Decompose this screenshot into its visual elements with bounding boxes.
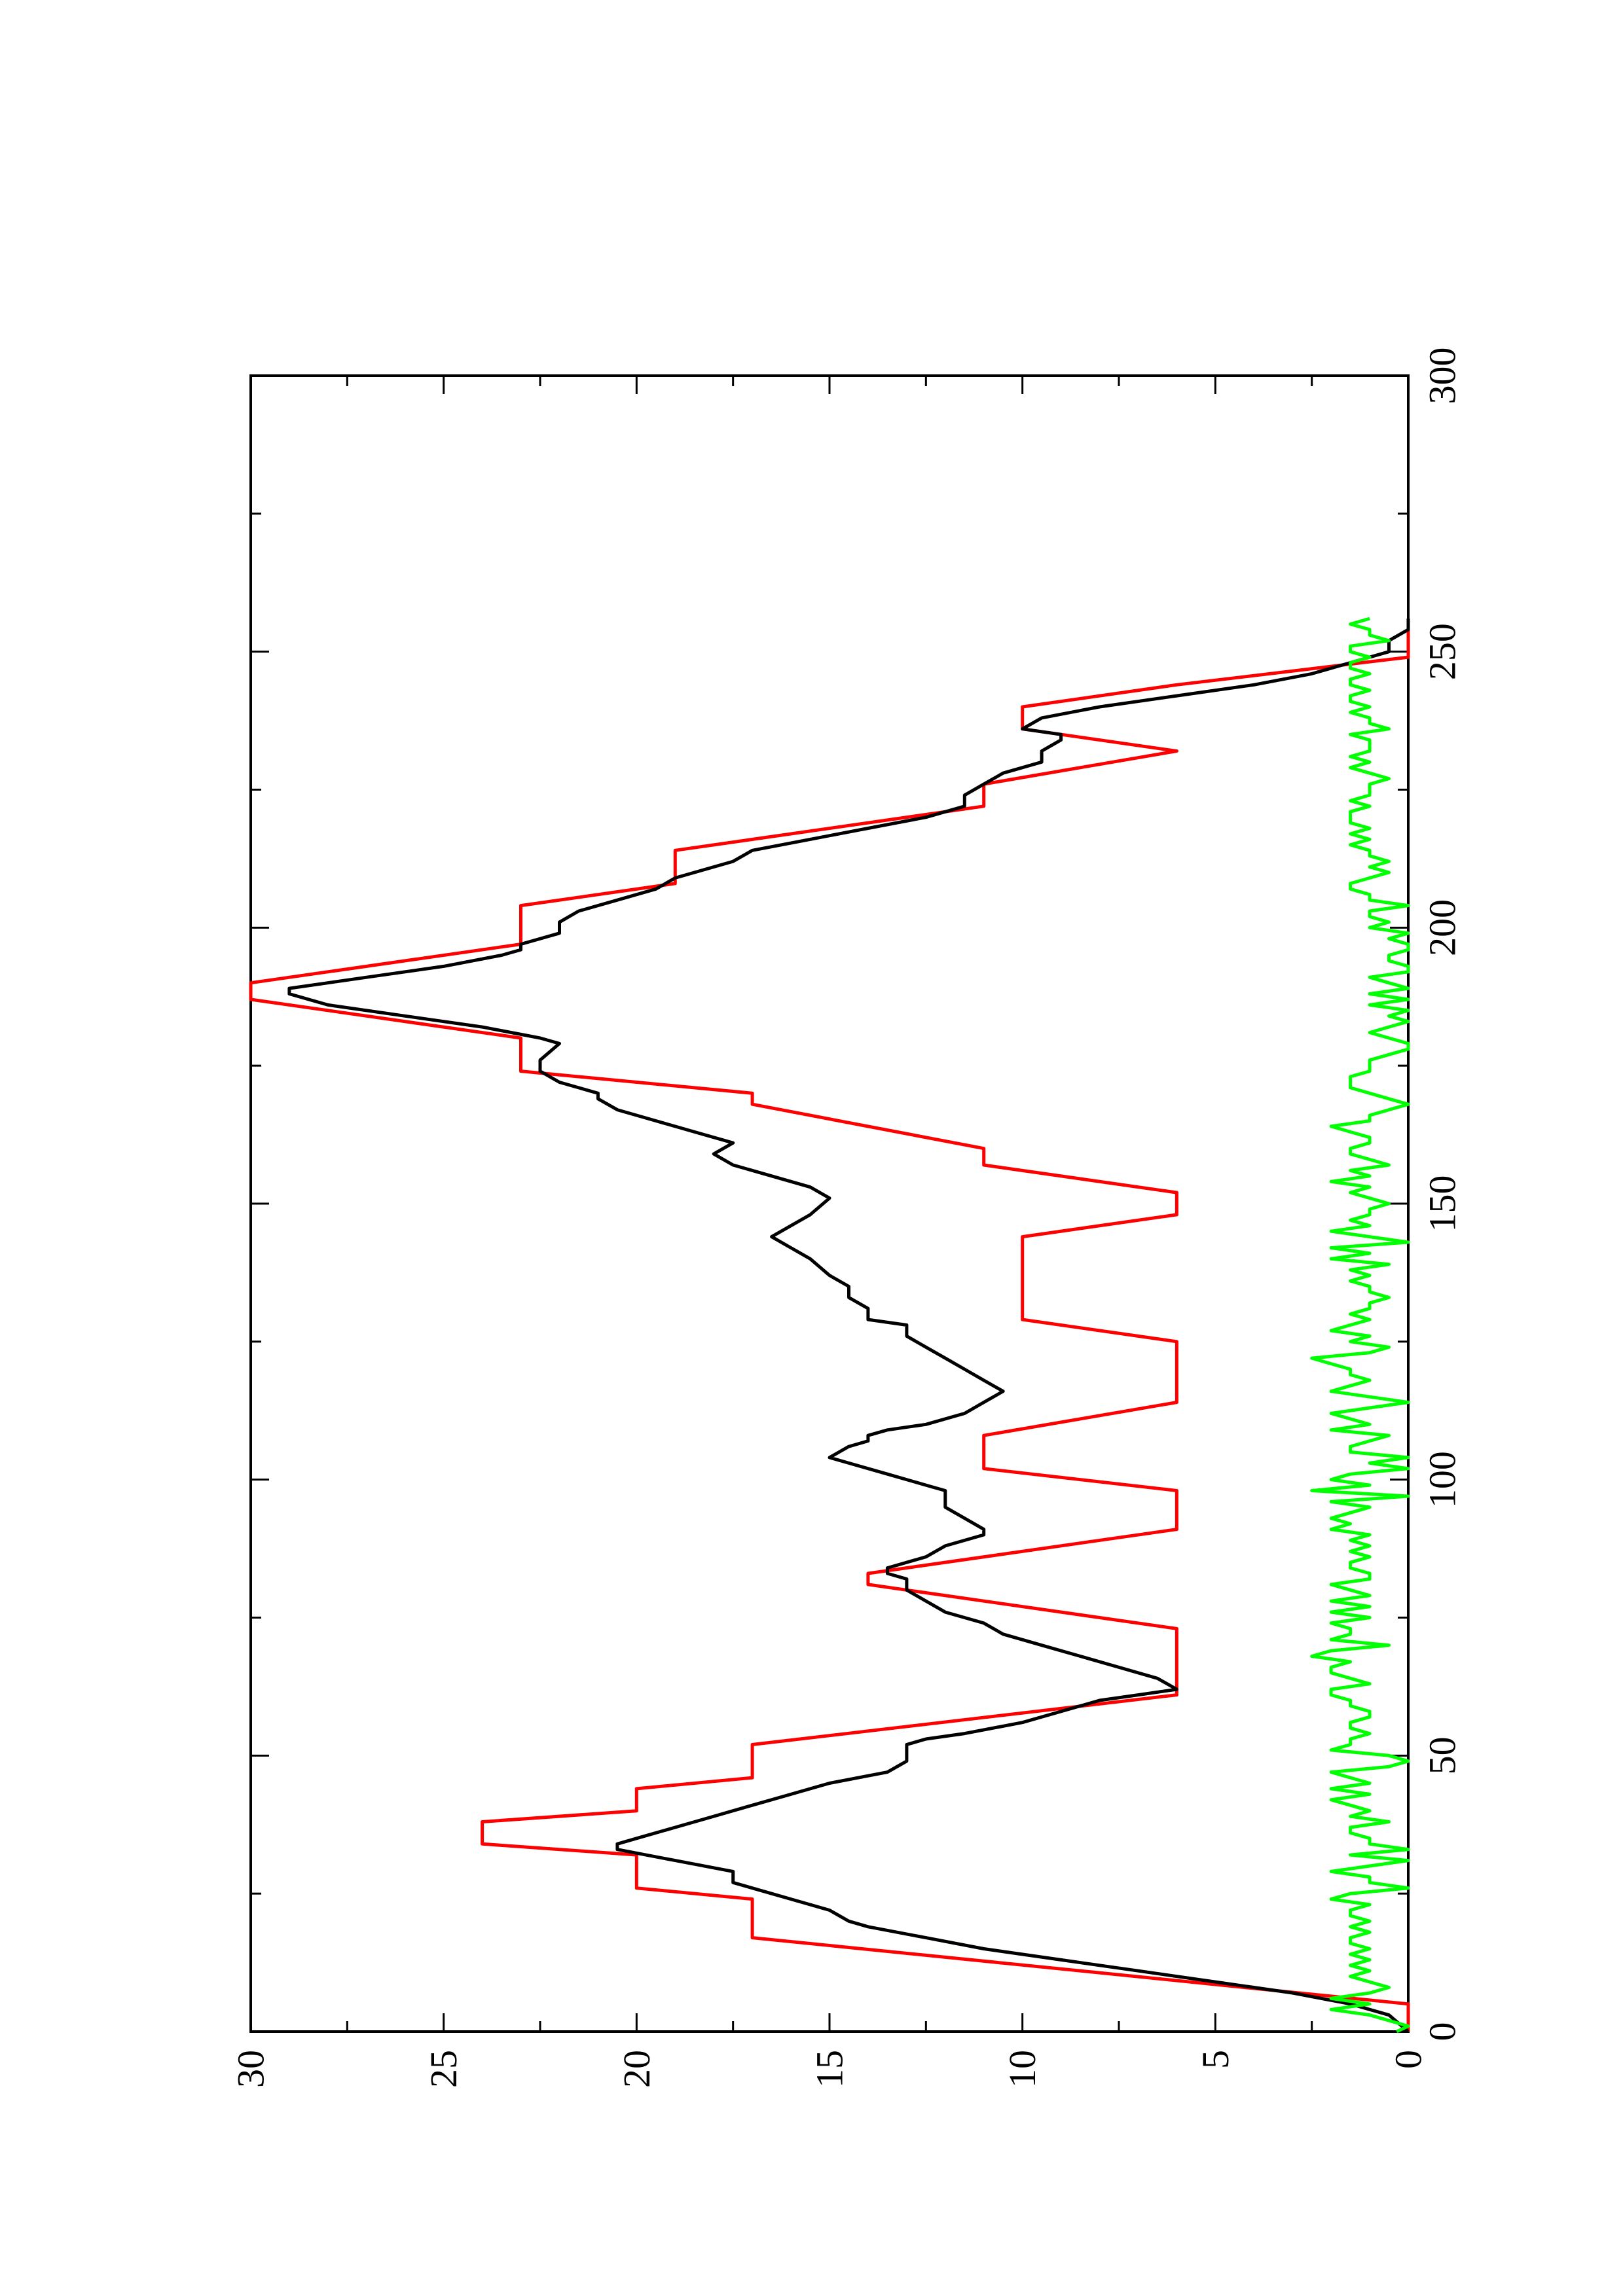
series-line-2 xyxy=(287,619,1410,2033)
x-tick-label: 150 xyxy=(1421,1175,1464,1232)
y-tick-label: 5 xyxy=(1194,2050,1237,2069)
x-tick-label: 50 xyxy=(1421,1736,1464,1774)
y-tick-label: 30 xyxy=(230,2050,272,2088)
y-tick-label: 0 xyxy=(1387,2050,1430,2069)
x-tick-label: 0 xyxy=(1421,2022,1464,2041)
y-tick-label: 25 xyxy=(422,2050,465,2088)
x-tick-label: 250 xyxy=(1421,623,1464,680)
series-line-3 xyxy=(1310,617,1410,2034)
y-tick-label: 20 xyxy=(615,2050,658,2088)
y-tick-label: 15 xyxy=(809,2050,851,2088)
y-tick-label: 10 xyxy=(1001,2050,1044,2088)
tick-labels: 0 50 100 150 200 250 300 0 5 10 15 20 25 30 xyxy=(230,348,1464,2089)
x-tick-label: 300 xyxy=(1421,348,1464,404)
series-line-1 xyxy=(249,619,1410,2032)
x-tick-label: 100 xyxy=(1421,1451,1464,1508)
tick-marks xyxy=(249,374,1410,2033)
x-tick-label: 200 xyxy=(1421,899,1464,956)
series-lines xyxy=(249,617,1410,2034)
